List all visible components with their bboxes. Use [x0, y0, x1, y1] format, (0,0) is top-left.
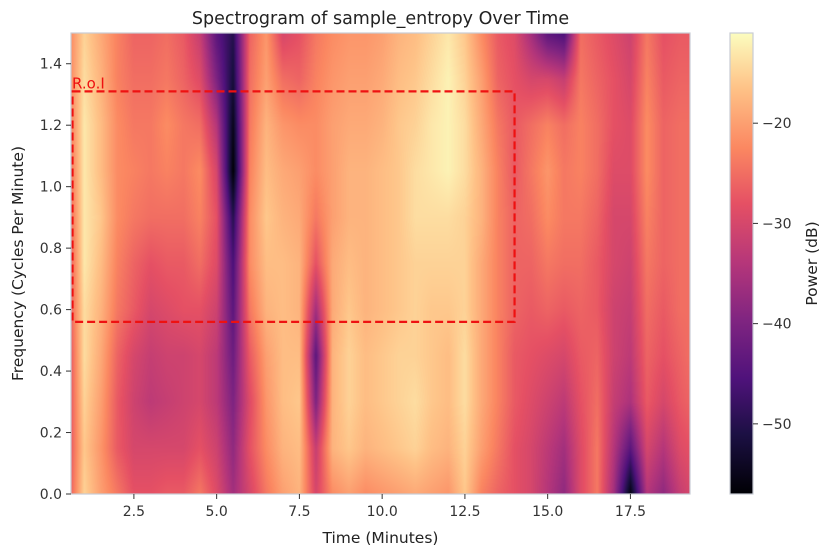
colorbar [729, 32, 754, 495]
x-tick-label: 12.5 [449, 504, 480, 520]
y-tick-label: 1.0 [40, 180, 62, 196]
chart-title: Spectrogram of sample_entropy Over Time [192, 9, 569, 29]
x-tick-label: 7.5 [288, 504, 310, 520]
x-tick-label: 15.0 [532, 504, 563, 520]
roi-label: R.o.I [72, 74, 105, 92]
heatmap-area [71, 33, 690, 494]
roi-annotation: R.o.I [71, 74, 516, 323]
y-axis-label: Frequency (Cycles Per Minute) [9, 146, 27, 381]
y-tick-label: 0.6 [40, 303, 62, 319]
x-axis-label: Time (Minutes) [322, 529, 439, 547]
y-tick-label: 0.2 [40, 426, 62, 442]
colorbar-tick-label: −50 [762, 417, 792, 433]
colorbar-tick-label: −20 [762, 116, 792, 132]
x-tick-label: 17.5 [615, 504, 646, 520]
plot-frame [70, 32, 691, 495]
y-tick-label: 0.8 [40, 241, 62, 257]
x-axis-ticks: 2.5 5.0 7.5 10.0 12.5 15.0 17.5 [123, 494, 646, 520]
colorbar-label: Power (dB) [803, 221, 821, 305]
colorbar-tick-label: −30 [762, 216, 792, 232]
colorbar-ticks: −20 −30 −40 −50 [753, 116, 792, 433]
y-axis-ticks: 0.0 0.2 0.4 0.6 0.8 1.0 1.2 1.4 [40, 57, 71, 503]
heatmap-canvas [71, 33, 690, 494]
x-tick-label: 10.0 [367, 504, 398, 520]
y-tick-label: 0.0 [40, 487, 62, 503]
x-tick-label: 2.5 [123, 504, 145, 520]
colorbar-tick-label: −40 [762, 317, 792, 333]
x-tick-label: 5.0 [206, 504, 228, 520]
roi-rectangle [71, 90, 516, 323]
y-tick-label: 0.4 [40, 364, 62, 380]
y-tick-label: 1.2 [40, 118, 62, 134]
y-tick-label: 1.4 [40, 57, 62, 73]
